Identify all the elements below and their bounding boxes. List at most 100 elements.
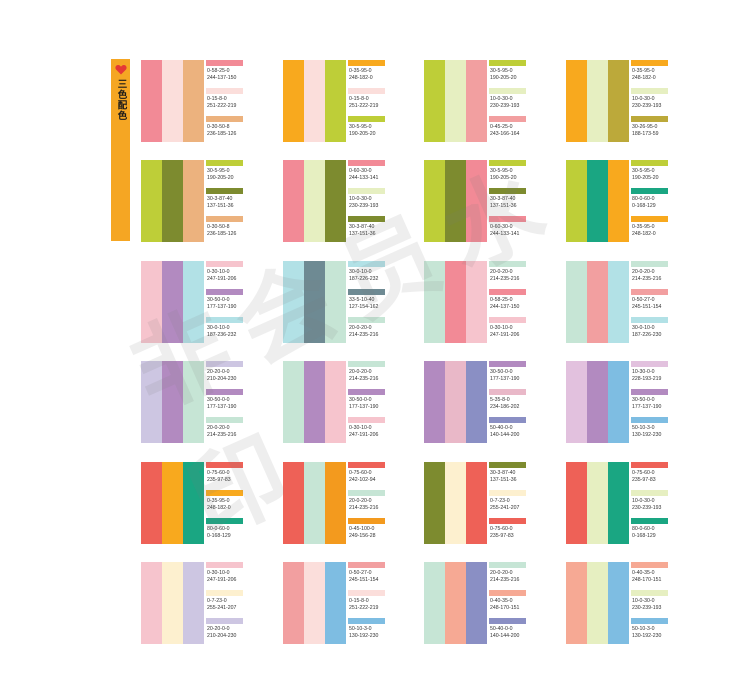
rgb-value: 248-182-0 xyxy=(207,504,231,511)
color-strip xyxy=(141,160,162,242)
sidebar-tab: 三色配色 xyxy=(111,59,130,241)
color-strip xyxy=(608,160,629,242)
color-swatch-bar xyxy=(348,116,385,122)
color-swatch-bar xyxy=(489,160,526,166)
cmyk-value: 50-40-0-0 xyxy=(490,626,513,632)
color-swatch-bar xyxy=(489,261,526,267)
cmyk-value: 20-0-20-0 xyxy=(349,498,372,504)
color-codes: 30-50-0-0 177-137-190 5-35-8-0 234-186-202 5… xyxy=(489,361,526,443)
rgb-value: 247-191-206 xyxy=(207,576,237,583)
color-codes: 20-20-0-0 210-204-230 30-50-0-0 177-137-190… xyxy=(206,361,243,443)
cmyk-value: 0-45-25-0 xyxy=(490,124,513,130)
color-strip xyxy=(283,361,304,443)
color-swatch-bar xyxy=(206,389,243,395)
color-strip xyxy=(283,462,304,544)
rgb-value: 230-239-193 xyxy=(632,504,662,511)
palette-card: 0-75-60-0 235-97-83 0-35-95-0 248-182-0 80-0… xyxy=(141,462,243,544)
color-swatch-bar xyxy=(631,60,668,66)
cmyk-value: 0-50-27-0 xyxy=(349,570,372,576)
color-codes: 0-30-10-0 247-191-206 30-50-0-0 177-137-190… xyxy=(206,261,243,343)
sidebar-title: 三色配色 xyxy=(115,79,127,121)
color-swatch-bar xyxy=(631,590,668,596)
color-codes: 0-35-95-0 248-182-0 0-15-8-0 251-222-219 30-… xyxy=(348,60,385,142)
color-strip xyxy=(587,160,608,242)
palette-card: 0-60-30-0 244-133-141 10-0-30-0 230-239-193… xyxy=(283,160,385,242)
cmyk-value: 50-40-0-0 xyxy=(490,425,513,431)
color-strip xyxy=(587,361,608,443)
cmyk-value: 10-0-30-0 xyxy=(632,598,655,604)
color-swatch-bar xyxy=(631,518,668,524)
rgb-value: 214-235-216 xyxy=(490,576,520,583)
rgb-value: 230-239-193 xyxy=(490,102,520,109)
color-strip xyxy=(466,562,487,644)
cmyk-value: 0-7-23-0 xyxy=(490,498,510,504)
rgb-value: 187-226-230 xyxy=(632,331,662,338)
color-swatch-bar xyxy=(631,160,668,166)
rgb-value: 251-222-219 xyxy=(349,604,379,611)
cmyk-value: 0-15-8-0 xyxy=(207,96,227,102)
color-swatch-bar xyxy=(348,160,385,166)
palette-card: 0-30-10-0 247-191-206 0-7-23-0 255-241-207 2… xyxy=(141,562,243,644)
cmyk-value: 10-0-30-0 xyxy=(632,96,655,102)
color-swatch-bar xyxy=(631,361,668,367)
color-strip xyxy=(283,60,304,142)
color-swatch-bar xyxy=(631,261,668,267)
rgb-value: 249-156-28 xyxy=(349,532,376,539)
rgb-value: 137-151-36 xyxy=(490,202,517,209)
cmyk-value: 0-75-60-0 xyxy=(490,526,513,532)
color-swatch-bar xyxy=(348,417,385,423)
cmyk-value: 30-26-95-0 xyxy=(632,124,658,130)
color-swatch-bar xyxy=(631,389,668,395)
color-strip xyxy=(466,160,487,242)
cmyk-value: 30-3-87-40 xyxy=(490,470,516,476)
cmyk-value: 0-35-95-0 xyxy=(632,224,655,230)
cmyk-value: 30-0-10-0 xyxy=(349,269,372,275)
rgb-value: 214-235-216 xyxy=(349,375,379,382)
color-codes: 30-5-95-0 190-205-20 30-3-87-40 137-151-36 0… xyxy=(206,160,243,242)
rgb-value: 190-205-20 xyxy=(207,174,234,181)
color-swatch-bar xyxy=(206,88,243,94)
color-swatch-bar xyxy=(631,618,668,624)
color-strip xyxy=(141,462,162,544)
cmyk-value: 30-3-87-40 xyxy=(349,224,375,230)
color-codes: 20-0-20-0 214-235-216 0-58-25-0 244-137-150… xyxy=(489,261,526,343)
color-swatch-bar xyxy=(348,518,385,524)
color-strip xyxy=(566,261,587,343)
cmyk-value: 30-50-0-0 xyxy=(349,397,372,403)
color-codes: 0-50-27-0 245-151-154 0-15-8-0 251-222-219 5… xyxy=(348,562,385,644)
rgb-value: 244-133-141 xyxy=(490,230,520,237)
rgb-value: 251-222-219 xyxy=(207,102,237,109)
rgb-value: 214-235-216 xyxy=(349,331,379,338)
rgb-value: 140-144-200 xyxy=(490,431,520,438)
color-strip xyxy=(304,60,325,142)
color-swatch-bar xyxy=(206,490,243,496)
palette-card: 20-0-20-0 214-235-216 0-40-35-0 248-170-151… xyxy=(424,562,526,644)
color-swatch-bar xyxy=(489,188,526,194)
color-strip xyxy=(445,160,466,242)
palette-card: 0-30-10-0 247-191-206 30-50-0-0 177-137-190… xyxy=(141,261,243,343)
color-swatch-bar xyxy=(348,389,385,395)
rgb-value: 235-97-83 xyxy=(632,476,656,483)
color-strip xyxy=(183,261,204,343)
color-strip xyxy=(183,562,204,644)
palette-card: 20-0-20-0 214-235-216 0-58-25-0 244-137-150… xyxy=(424,261,526,343)
rgb-value: 190-205-20 xyxy=(490,74,517,81)
cmyk-value: 0-30-10-0 xyxy=(490,325,513,331)
color-codes: 20-0-20-0 214-235-216 0-50-27-0 245-151-154… xyxy=(631,261,668,343)
cmyk-value: 30-50-0-0 xyxy=(490,369,513,375)
color-strip xyxy=(424,60,445,142)
color-swatch-bar xyxy=(631,116,668,122)
color-swatch-bar xyxy=(489,289,526,295)
palette-card: 0-35-95-0 248-182-0 10-0-30-0 230-239-193 30… xyxy=(566,60,668,142)
color-codes: 30-5-95-0 190-205-20 80-0-60-0 0-168-129 0-3… xyxy=(631,160,668,242)
rgb-value: 177-137-190 xyxy=(207,303,237,310)
color-swatch-bar xyxy=(631,188,668,194)
cmyk-value: 20-0-20-0 xyxy=(632,269,655,275)
color-strip xyxy=(587,562,608,644)
color-swatch-bar xyxy=(489,490,526,496)
cmyk-value: 30-5-95-0 xyxy=(490,168,513,174)
cmyk-value: 0-35-95-0 xyxy=(632,68,655,74)
rgb-value: 244-133-141 xyxy=(349,174,379,181)
color-swatch-bar xyxy=(206,116,243,122)
cmyk-value: 0-30-50-8 xyxy=(207,124,230,130)
